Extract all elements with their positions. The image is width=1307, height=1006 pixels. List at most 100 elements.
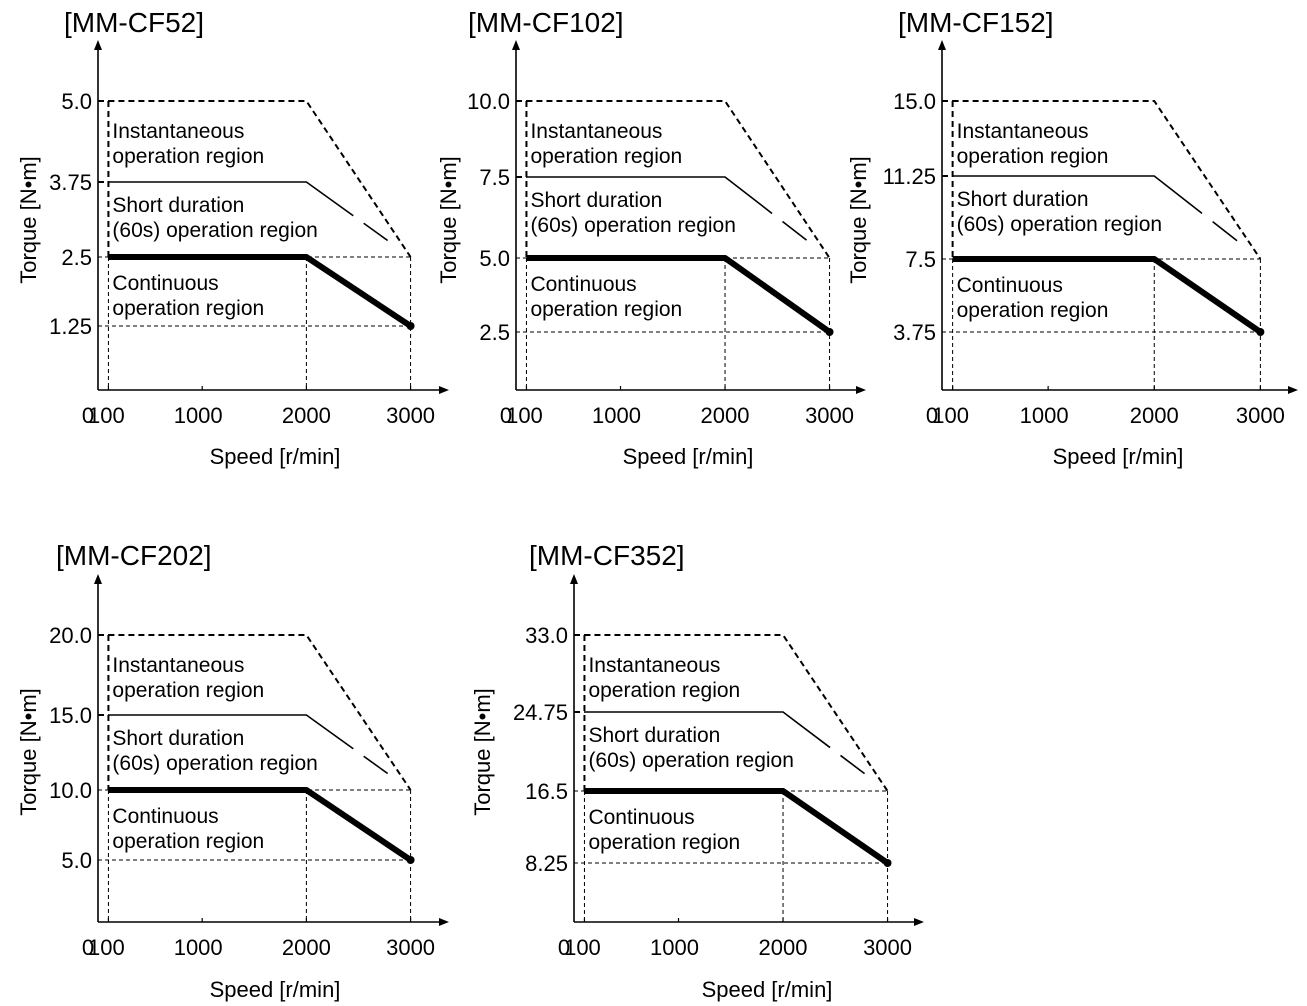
y-tick-label: 2.5 <box>479 320 510 345</box>
region-label-instantaneous: operation region <box>112 679 264 702</box>
x-tick-label: 2000 <box>1130 403 1179 428</box>
x-tick-label: 3000 <box>1236 403 1285 428</box>
chart-title: [MM-CF152] <box>898 7 1054 38</box>
region-label-short-duration: Short duration <box>530 189 662 212</box>
x-tick-label: 3000 <box>386 403 435 428</box>
x-tick-label: 1000 <box>174 935 223 960</box>
y-tick-label: 7.5 <box>905 247 936 272</box>
x-tick-label: 1000 <box>592 403 641 428</box>
region-label-short-duration: Short duration <box>112 727 244 750</box>
region-label-short-duration: Short duration <box>588 724 720 747</box>
y-axis-arrow-icon <box>512 40 520 50</box>
region-label-continuous: Continuous <box>957 274 1063 297</box>
short-duration-line <box>1212 221 1238 242</box>
instantaneous-envelope-line <box>952 100 1262 260</box>
y-axis-label: Torque [N•m] <box>846 156 871 284</box>
short-duration-line <box>108 714 354 750</box>
region-label-continuous: Continuous <box>112 272 218 295</box>
x-tick-label: 1000 <box>174 403 223 428</box>
x-tick-label: 1000 <box>650 935 699 960</box>
y-tick-label: 5.0 <box>479 246 510 271</box>
short-duration-line <box>782 220 808 241</box>
region-label-instantaneous: operation region <box>957 145 1109 168</box>
continuous-end-point <box>883 859 892 867</box>
x-tick-label: 3000 <box>805 403 854 428</box>
x-tick-label: 100 <box>506 403 543 428</box>
short-duration-line <box>363 222 389 242</box>
x-tick-label: 0 <box>500 403 512 428</box>
region-label-instantaneous: Instantaneous <box>588 654 720 677</box>
y-tick-label: 8.25 <box>525 851 568 876</box>
continuous-line <box>108 254 413 329</box>
y-tick-label: 1.25 <box>49 314 92 339</box>
continuous-end-point <box>825 328 834 336</box>
x-axis-label: Speed [r/min] <box>1053 444 1184 469</box>
y-tick-label: 5.0 <box>61 848 92 873</box>
region-label-instantaneous: Instantaneous <box>112 120 244 143</box>
x-tick-label: 0 <box>82 403 94 428</box>
y-tick-label: 16.5 <box>525 779 568 804</box>
region-label-short-duration: (60s) operation region <box>588 749 793 772</box>
region-label-continuous: operation region <box>588 831 740 854</box>
x-axis-arrow-icon <box>1288 386 1298 394</box>
y-axis-label: Torque [N•m] <box>436 156 461 284</box>
region-label-instantaneous: Instantaneous <box>957 120 1089 143</box>
region-label-short-duration: (60s) operation region <box>530 214 735 237</box>
x-tick-label: 100 <box>88 403 125 428</box>
region-label-instantaneous: operation region <box>112 145 264 168</box>
short-duration-line <box>584 711 831 749</box>
short-duration-line <box>952 175 1203 214</box>
x-tick-label: 2000 <box>759 935 808 960</box>
continuous-end-point <box>1256 328 1265 336</box>
y-axis-label: Torque [N•m] <box>16 688 41 816</box>
continuous-line <box>526 255 832 335</box>
x-tick-label: 100 <box>932 403 969 428</box>
x-axis-arrow-icon <box>914 918 924 926</box>
x-tick-label: 3000 <box>863 935 912 960</box>
continuous-line <box>952 256 1263 335</box>
region-label-continuous: operation region <box>957 299 1109 322</box>
y-tick-label: 33.0 <box>525 623 568 648</box>
x-tick-label: 0 <box>558 935 570 960</box>
region-label-instantaneous: operation region <box>530 145 682 168</box>
region-label-continuous: operation region <box>530 298 682 321</box>
continuous-end-point <box>406 322 415 330</box>
short-duration-line <box>526 176 773 215</box>
x-tick-label: 1000 <box>1020 403 1069 428</box>
x-axis-label: Speed [r/min] <box>623 444 754 469</box>
chart-title: [MM-CF202] <box>56 540 212 571</box>
instantaneous-envelope-line <box>584 634 889 792</box>
region-label-continuous: operation region <box>112 830 264 853</box>
y-tick-label: 5.0 <box>61 89 92 114</box>
y-tick-label: 20.0 <box>49 623 92 648</box>
x-tick-label: 3000 <box>386 935 435 960</box>
x-tick-label: 2000 <box>282 935 331 960</box>
short-duration-line <box>108 181 354 217</box>
x-tick-label: 2000 <box>701 403 750 428</box>
y-axis-arrow-icon <box>570 574 578 584</box>
y-tick-label: 3.75 <box>893 320 936 345</box>
y-axis-arrow-icon <box>938 40 946 50</box>
x-axis-arrow-icon <box>439 918 449 926</box>
continuous-line <box>584 788 890 866</box>
y-axis-label: Torque [N•m] <box>16 156 41 284</box>
region-label-continuous: operation region <box>112 297 264 320</box>
instantaneous-envelope-line <box>108 100 412 258</box>
short-duration-line <box>840 754 866 775</box>
region-label-short-duration: (60s) operation region <box>112 752 317 775</box>
y-tick-label: 2.5 <box>61 245 92 270</box>
y-tick-label: 15.0 <box>49 703 92 728</box>
y-tick-label: 3.75 <box>49 170 92 195</box>
y-tick-label: 11.25 <box>883 164 936 189</box>
x-tick-label: 0 <box>926 403 938 428</box>
y-tick-label: 24.75 <box>513 700 568 725</box>
instantaneous-envelope-line <box>108 634 412 791</box>
region-label-short-duration: Short duration <box>112 194 244 217</box>
continuous-line <box>108 787 413 863</box>
